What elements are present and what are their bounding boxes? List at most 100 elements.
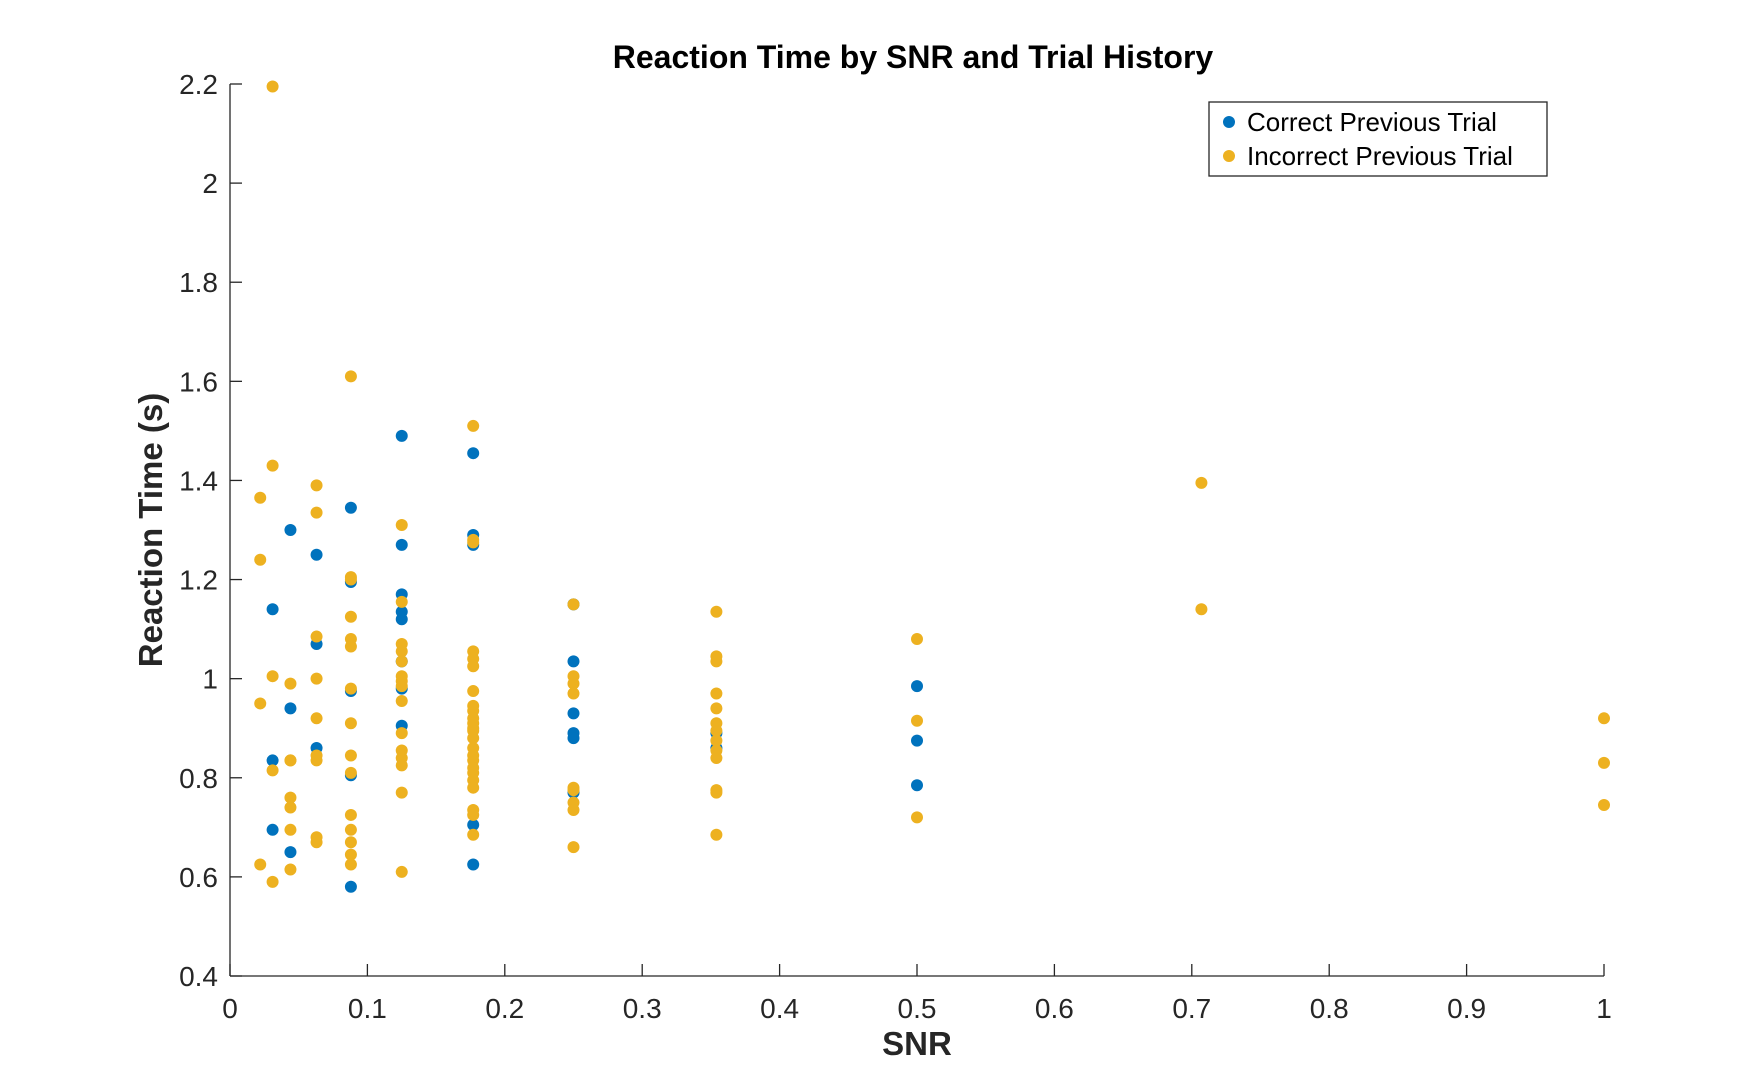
y-tick-label: 0.4	[179, 961, 218, 992]
point-incorrect	[266, 80, 279, 93]
point-incorrect	[310, 479, 323, 492]
point-incorrect	[344, 848, 357, 861]
point-incorrect	[310, 672, 323, 685]
x-tick-label: 0.8	[1310, 993, 1349, 1024]
y-axis-label: Reaction Time (s)	[132, 393, 169, 667]
point-incorrect	[710, 786, 723, 799]
point-incorrect	[467, 828, 480, 841]
x-tick-label: 0.3	[623, 993, 662, 1024]
x-tick-label: 0.7	[1172, 993, 1211, 1024]
point-incorrect	[467, 732, 480, 745]
point-incorrect	[710, 605, 723, 618]
point-incorrect	[395, 786, 408, 799]
point-incorrect	[710, 734, 723, 747]
point-correct	[284, 702, 297, 715]
point-correct	[567, 655, 580, 668]
point-correct	[266, 603, 279, 616]
point-correct	[467, 858, 480, 871]
point-incorrect	[395, 519, 408, 532]
point-incorrect	[710, 687, 723, 700]
point-incorrect	[344, 858, 357, 871]
legend-marker-incorrect	[1223, 150, 1235, 162]
point-incorrect	[310, 712, 323, 725]
point-incorrect	[567, 598, 580, 611]
point-correct	[911, 734, 923, 747]
point-incorrect	[567, 677, 580, 690]
point-incorrect	[1195, 603, 1208, 616]
point-incorrect	[344, 749, 357, 762]
point-incorrect	[254, 858, 267, 871]
point-correct	[567, 707, 580, 720]
point-correct	[395, 429, 408, 442]
legend-marker-correct	[1223, 116, 1235, 128]
legend-label-correct: Correct Previous Trial	[1247, 107, 1497, 137]
point-incorrect	[284, 677, 297, 690]
y-tick-label: 1.4	[179, 465, 218, 496]
point-correct	[467, 447, 480, 460]
x-tick-label: 0.2	[485, 993, 524, 1024]
point-incorrect	[284, 823, 297, 836]
point-incorrect	[567, 784, 580, 797]
point-incorrect	[710, 828, 723, 841]
point-correct	[284, 524, 297, 536]
point-incorrect	[344, 717, 357, 730]
point-incorrect	[710, 751, 723, 764]
x-axis-ticks: 0 0.1 0.2 0.3 0.4 0.5 0.6 0.7 0.8 0.9 1	[222, 964, 1612, 1024]
y-axis-ticks: 0.4 0.6 0.8 1 1.2 1.4 1.6 1.8 2 2.2	[179, 69, 242, 992]
point-incorrect	[344, 640, 357, 653]
point-incorrect	[344, 766, 357, 779]
point-incorrect	[344, 370, 357, 383]
point-incorrect	[1598, 756, 1610, 769]
point-incorrect	[467, 685, 480, 698]
point-correct	[266, 754, 279, 767]
point-incorrect	[310, 754, 323, 767]
point-correct	[395, 613, 408, 626]
point-incorrect	[254, 553, 267, 566]
x-tick-label: 0.1	[348, 993, 387, 1024]
point-incorrect	[1195, 476, 1208, 489]
x-tick-label: 0.9	[1447, 993, 1486, 1024]
point-incorrect	[284, 863, 297, 876]
point-incorrect	[266, 764, 279, 777]
point-incorrect	[710, 655, 723, 668]
x-tick-label: 0	[222, 993, 238, 1024]
point-incorrect	[1598, 799, 1610, 812]
point-incorrect	[1598, 712, 1610, 725]
y-tick-label: 1.2	[179, 565, 218, 596]
x-tick-label: 0.4	[760, 993, 799, 1024]
point-incorrect	[395, 759, 408, 772]
x-axis-label: SNR	[882, 1025, 952, 1062]
point-incorrect	[284, 791, 297, 804]
point-incorrect	[254, 491, 267, 504]
point-incorrect	[344, 823, 357, 836]
point-correct	[395, 538, 408, 551]
point-incorrect	[310, 836, 323, 849]
y-tick-label: 2.2	[179, 69, 218, 100]
point-incorrect	[266, 459, 279, 472]
point-incorrect	[467, 419, 480, 432]
point-incorrect	[284, 754, 297, 767]
axes: 0 0.1 0.2 0.3 0.4 0.5 0.6 0.7 0.8 0.9 1 0.4 0.6 0.8 1…	[179, 69, 1612, 1024]
point-incorrect	[911, 811, 923, 824]
point-incorrect	[344, 573, 357, 586]
point-incorrect	[266, 875, 279, 888]
x-tick-label: 0.5	[898, 993, 937, 1024]
point-correct	[467, 818, 480, 831]
point-incorrect	[395, 655, 408, 668]
y-tick-label: 0.8	[179, 763, 218, 794]
point-incorrect	[344, 682, 357, 695]
point-correct	[344, 501, 357, 514]
point-correct	[266, 823, 279, 836]
point-incorrect	[567, 803, 580, 816]
y-tick-label: 1	[202, 664, 218, 695]
y-tick-label: 1.6	[179, 366, 218, 397]
point-incorrect	[710, 724, 723, 737]
point-incorrect	[395, 680, 408, 693]
point-incorrect	[567, 841, 580, 854]
point-incorrect	[266, 670, 279, 683]
point-incorrect	[467, 536, 480, 549]
point-incorrect	[911, 633, 923, 646]
point-incorrect	[911, 714, 923, 727]
legend-label-incorrect: Incorrect Previous Trial	[1247, 141, 1513, 171]
